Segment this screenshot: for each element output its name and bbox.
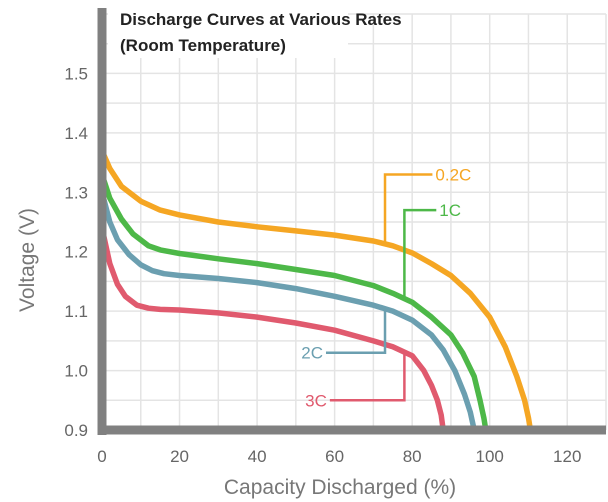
leader-line-1C xyxy=(403,208,437,300)
y-tick-label: 1.0 xyxy=(64,362,88,381)
x-tick-label: 60 xyxy=(325,447,344,466)
tick-labels: 0 20 40 60 80 100 120 0.9 1.0 1.1 1.2 1.3 1.4 1.5 xyxy=(64,64,581,466)
y-tick-label: 1.4 xyxy=(64,124,88,143)
series-line-1C xyxy=(99,173,489,431)
y-tick-label: 0.9 xyxy=(64,421,88,440)
grid xyxy=(102,13,607,430)
axes xyxy=(97,8,606,435)
y-tick-label: 1.3 xyxy=(64,183,88,202)
series-line-3C xyxy=(99,227,446,431)
y-tick-label: 1.5 xyxy=(64,64,88,83)
series-line-2C xyxy=(99,191,477,431)
x-tick-label: 100 xyxy=(476,447,504,466)
x-tick-label: 80 xyxy=(403,447,422,466)
leader-line-2C xyxy=(325,309,387,354)
series-label-3C: 3C xyxy=(305,391,327,410)
x-tick-label: 40 xyxy=(248,447,267,466)
x-tick-label: 120 xyxy=(553,447,581,466)
leader-line-3C xyxy=(329,352,406,402)
leader-line-0.2C xyxy=(383,173,433,243)
chart-title-line2: (Room Temperature) xyxy=(120,36,286,55)
annotation-layer: 0.2C 1C 2C 3C xyxy=(301,165,471,410)
series-layer xyxy=(99,149,534,431)
x-tick-label: 0 xyxy=(97,447,106,466)
series-label-0.2C: 0.2C xyxy=(435,165,471,184)
series-label-1C: 1C xyxy=(439,201,461,220)
x-axis-label: Capacity Discharged (%) xyxy=(224,476,456,499)
x-tick-label: 20 xyxy=(170,447,189,466)
title-backdrop xyxy=(108,6,348,58)
y-tick-label: 1.1 xyxy=(64,302,88,321)
y-axis-label: Voltage (V) xyxy=(16,208,39,312)
chart-title-line1: Discharge Curves at Various Rates xyxy=(120,10,402,29)
series-line-0.2C xyxy=(99,149,534,431)
series-label-2C: 2C xyxy=(301,344,323,363)
y-tick-label: 1.2 xyxy=(64,243,88,262)
